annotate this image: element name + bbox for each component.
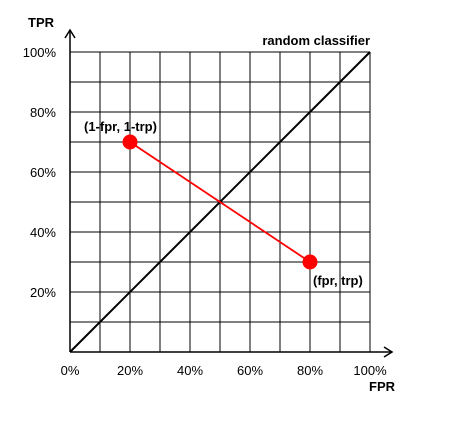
- y-tick-label: 100%: [23, 45, 57, 60]
- point-2: [302, 254, 318, 270]
- points: [122, 134, 318, 270]
- y-axis-title: TPR: [28, 15, 55, 30]
- series-lines: [69, 51, 371, 353]
- y-tick-label: 40%: [30, 225, 56, 240]
- x-tick-label: 80%: [297, 363, 323, 378]
- x-axis-arrow: [383, 346, 394, 358]
- point-1: [122, 134, 138, 150]
- point-label-2: (fpr, trp): [313, 273, 363, 288]
- x-tick-label: 60%: [237, 363, 263, 378]
- grid: [70, 51, 371, 352]
- connecting-line: [129, 141, 311, 263]
- x-axis-title: FPR: [369, 379, 396, 394]
- x-tick-label: 40%: [177, 363, 203, 378]
- y-tick-label: 80%: [30, 105, 56, 120]
- point-label-1: (1-fpr, 1-trp): [84, 119, 157, 134]
- y-tick-label: 60%: [30, 165, 56, 180]
- random-classifier-label: random classifier: [262, 33, 370, 48]
- x-tick-label: 0%: [61, 363, 80, 378]
- x-tick-label: 100%: [353, 363, 387, 378]
- tick-labels: 0% 20% 40% 60% 80% 100% 20% 40% 60% 80% 100%: [23, 45, 387, 378]
- x-tick-label: 20%: [117, 363, 143, 378]
- y-axis-arrow: [64, 28, 76, 39]
- y-tick-label: 20%: [30, 285, 56, 300]
